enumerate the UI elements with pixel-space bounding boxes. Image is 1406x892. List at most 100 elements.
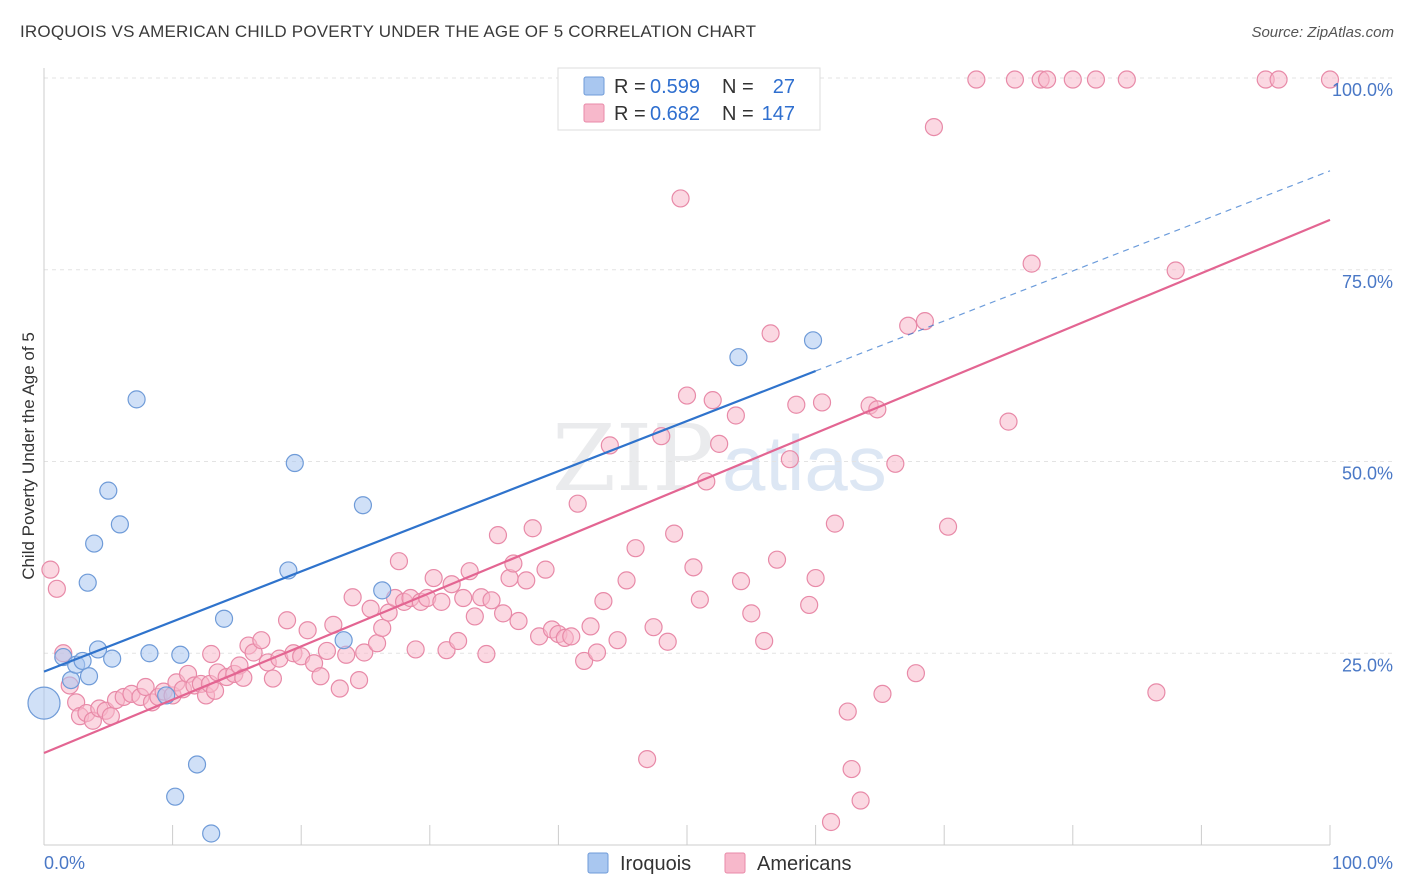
trend-line-extension-iroquois	[815, 170, 1331, 372]
x-ticks	[172, 825, 1331, 845]
point-americans	[454, 588, 473, 608]
trend-line-americans	[43, 218, 1331, 754]
x-tick-label-max: 100.0%	[1332, 853, 1393, 873]
watermark: ZIP atlas	[552, 405, 887, 512]
point-americans	[873, 684, 892, 704]
point-iroquois	[103, 649, 122, 668]
point-americans	[761, 324, 780, 343]
legend-swatch-iroquois	[583, 76, 605, 96]
point-americans	[448, 631, 468, 651]
point-americans	[906, 664, 926, 683]
point-iroquois	[85, 534, 104, 553]
point-americans	[406, 640, 425, 659]
point-americans	[373, 618, 392, 638]
point-americans	[581, 617, 600, 636]
trend-line-iroquois	[43, 369, 816, 673]
point-americans	[263, 669, 283, 688]
legend-n-label-2: N =	[722, 103, 754, 125]
watermark-zip: ZIP	[552, 405, 714, 512]
point-americans	[658, 632, 677, 651]
legend-r-value-1: 0.599	[650, 76, 700, 98]
point-americans	[806, 568, 825, 588]
legend-stats: R = 0.599 N = 27 R = 0.682 N = 147	[557, 67, 821, 131]
point-americans	[41, 560, 60, 579]
point-americans	[755, 631, 774, 651]
point-americans	[277, 611, 297, 630]
y-tick-labels: 25.0% 50.0% 75.0% 100.0%	[1332, 80, 1393, 675]
point-americans	[825, 514, 844, 533]
legend-r-label-2: R =	[614, 103, 646, 125]
point-americans	[587, 643, 607, 662]
point-americans	[787, 395, 806, 414]
point-iroquois	[729, 348, 748, 367]
point-iroquois	[166, 787, 185, 806]
point-americans	[494, 604, 513, 623]
point-americans	[1063, 70, 1082, 89]
point-americans	[136, 677, 155, 697]
legend-r-label-1: R =	[614, 76, 646, 98]
legend-n-value-1: 27	[773, 76, 795, 98]
legend-swatch-americans	[583, 103, 605, 123]
point-iroquois	[99, 481, 118, 500]
point-iroquois	[88, 640, 108, 659]
point-americans	[568, 494, 587, 513]
point-americans	[317, 641, 337, 661]
point-americans	[509, 611, 528, 631]
point-americans	[767, 550, 787, 569]
point-americans	[999, 412, 1018, 431]
point-americans	[684, 558, 703, 577]
point-americans	[742, 604, 761, 623]
point-americans	[349, 670, 369, 690]
legend-bottom-swatch-iroquois	[587, 852, 609, 874]
point-iroquois	[171, 645, 190, 664]
point-americans	[617, 571, 636, 590]
x-tick-label-min: 0.0%	[44, 853, 85, 873]
point-americans	[726, 406, 745, 425]
point-iroquois	[79, 667, 99, 686]
point-americans	[1005, 70, 1025, 89]
point-iroquois	[214, 609, 234, 628]
point-americans	[1269, 70, 1288, 89]
legend-n-value-2: 147	[762, 103, 795, 125]
point-americans	[731, 572, 751, 591]
point-americans	[690, 590, 709, 609]
point-americans	[562, 627, 581, 646]
legend-series: Iroquois Americans	[587, 852, 851, 875]
point-americans	[644, 618, 663, 637]
point-americans	[1320, 70, 1340, 89]
y-tick-label: 50.0%	[1342, 464, 1393, 484]
point-americans	[967, 70, 986, 89]
legend-bottom-label-iroquois: Iroquois	[620, 853, 691, 875]
point-americans	[343, 588, 362, 607]
point-americans	[938, 517, 958, 536]
point-iroquois	[285, 453, 304, 473]
y-axis-label: Child Poverty Under the Age of 5	[19, 332, 38, 580]
point-iroquois	[187, 755, 207, 774]
point-americans	[780, 450, 799, 469]
point-americans	[886, 454, 905, 473]
point-americans	[575, 651, 594, 671]
point-iroquois	[202, 824, 221, 843]
point-americans	[812, 393, 832, 412]
point-americans	[298, 621, 317, 640]
point-americans	[465, 607, 484, 626]
point-iroquois	[373, 581, 392, 600]
point-americans	[851, 791, 870, 810]
source-label: Source: ZipAtlas.com	[1251, 24, 1394, 41]
point-iroquois	[78, 573, 97, 592]
point-americans	[47, 579, 66, 598]
point-americans	[626, 539, 645, 558]
point-americans	[367, 634, 387, 653]
point-americans	[1086, 70, 1106, 89]
point-americans	[608, 631, 627, 650]
point-iroquois	[27, 686, 61, 720]
legend-bottom-swatch-americans	[724, 852, 746, 874]
point-iroquois	[353, 496, 373, 515]
point-americans	[311, 667, 330, 686]
point-americans	[899, 316, 918, 335]
point-americans	[482, 591, 501, 610]
point-americans	[638, 749, 657, 769]
y-tick-label: 75.0%	[1342, 272, 1393, 292]
y-tick-label: 25.0%	[1342, 655, 1393, 675]
